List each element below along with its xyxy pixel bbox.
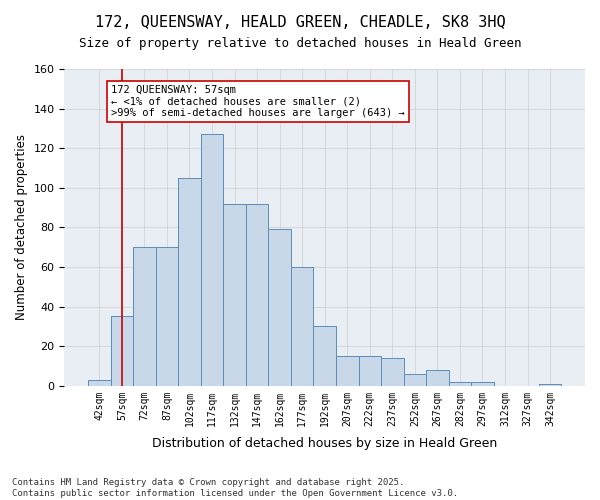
X-axis label: Distribution of detached houses by size in Heald Green: Distribution of detached houses by size … (152, 437, 497, 450)
Bar (110, 316, 133, 386)
Bar (539, 384, 562, 386)
Bar (313, 326, 336, 386)
Bar (291, 267, 313, 386)
Bar (155, 247, 178, 386)
Text: 172 QUEENSWAY: 57sqm
← <1% of detached houses are smaller (2)
>99% of semi-detac: 172 QUEENSWAY: 57sqm ← <1% of detached h… (111, 85, 405, 118)
Bar (336, 356, 359, 386)
Bar (359, 356, 381, 386)
Text: Size of property relative to detached houses in Heald Green: Size of property relative to detached ho… (79, 38, 521, 51)
Bar (449, 382, 471, 386)
Bar (426, 370, 449, 386)
Bar (471, 382, 494, 386)
Y-axis label: Number of detached properties: Number of detached properties (15, 134, 28, 320)
Bar (88, 380, 110, 386)
Text: 172, QUEENSWAY, HEALD GREEN, CHEADLE, SK8 3HQ: 172, QUEENSWAY, HEALD GREEN, CHEADLE, SK… (95, 15, 505, 30)
Bar (133, 247, 155, 386)
Bar (246, 204, 268, 386)
Bar (404, 374, 426, 386)
Bar (223, 204, 246, 386)
Bar (268, 230, 291, 386)
Text: Contains HM Land Registry data © Crown copyright and database right 2025.
Contai: Contains HM Land Registry data © Crown c… (12, 478, 458, 498)
Bar (178, 178, 201, 386)
Bar (201, 134, 223, 386)
Bar (381, 358, 404, 386)
